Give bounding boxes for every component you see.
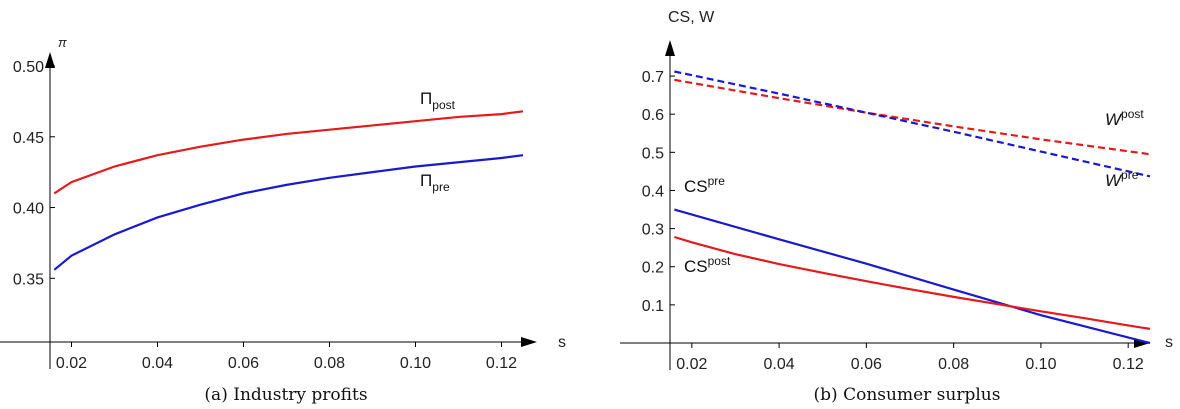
y-axis-arrow — [665, 40, 675, 56]
x-tick-label: 0.10 — [1025, 356, 1056, 373]
series-label-subscript: pre — [432, 180, 450, 194]
series-line — [674, 70, 1151, 178]
x-tick-label: 0.02 — [56, 355, 87, 372]
series-label: Πpre — [420, 171, 450, 194]
y-tick-label: 0.3 — [642, 222, 664, 239]
series-line — [674, 208, 1151, 345]
series-label-superscript: post — [708, 254, 731, 268]
y-tick-label: 0.7 — [642, 69, 664, 86]
series-label: CSpost — [684, 254, 731, 276]
y-tick-label: 0.45 — [13, 130, 44, 147]
x-tick-label: 0.06 — [228, 355, 259, 372]
y-tick-label: 0.50 — [13, 59, 44, 76]
y-axis-title: π — [58, 35, 67, 50]
series-label-subscript: post — [432, 98, 455, 112]
series-label: Wpost — [1105, 107, 1144, 129]
series-label: CSpre — [684, 174, 725, 196]
series-line — [674, 78, 1151, 156]
y-tick-label: 0.1 — [642, 298, 664, 315]
series-label-name: W — [1105, 110, 1123, 129]
y-axis-title: CS, W — [668, 9, 715, 26]
panel-industry-profits: 0.02 0.04 0.06 0.08 0.10 0.12 0.35 0.40 0.45 0.50… — [0, 35, 566, 405]
panel-caption: (a) Industry profits — [204, 385, 367, 405]
series-line — [674, 235, 1151, 330]
x-tick-label: 0.08 — [314, 355, 345, 372]
series-line — [53, 154, 524, 271]
series-label-superscript: pre — [1121, 168, 1139, 182]
y-tick-label: 0.5 — [642, 145, 664, 162]
series-label-superscript: pre — [708, 174, 726, 188]
x-tick-label: 0.02 — [676, 356, 707, 373]
series-label-name: W — [1105, 171, 1123, 190]
series-label-name: Π — [420, 89, 432, 108]
x-axis-arrow — [521, 337, 537, 347]
x-tick-label: 0.12 — [1113, 356, 1144, 373]
y-tick-label: 0.2 — [642, 260, 664, 277]
y-tick-label: 0.6 — [642, 107, 664, 124]
y-tick-label: 0.4 — [642, 183, 664, 200]
series-label: Πpost — [420, 89, 456, 112]
x-tick-label: 0.08 — [938, 356, 969, 373]
series-line — [53, 110, 524, 195]
y-tick-label: 0.35 — [13, 271, 44, 288]
series-label: Wpre — [1105, 168, 1139, 190]
x-tick-label: 0.12 — [486, 355, 517, 372]
x-axis-title: s — [1165, 334, 1173, 351]
panel-consumer-surplus: 0.02 0.04 0.06 0.08 0.10 0.12 0.1 0.2 0.3 0.4 0.5 0… — [620, 9, 1173, 405]
x-tick-label: 0.04 — [764, 356, 795, 373]
series-label-superscript: post — [1121, 107, 1144, 121]
y-axis-arrow — [45, 52, 55, 68]
series-label-name: CS — [684, 257, 708, 276]
x-tick-label: 0.10 — [400, 355, 431, 372]
x-tick-label: 0.04 — [142, 355, 173, 372]
y-tick-label: 0.40 — [13, 201, 44, 218]
panel-caption: (b) Consumer surplus — [814, 385, 1001, 405]
series-label-name: CS — [684, 177, 708, 196]
x-tick-label: 0.06 — [851, 356, 882, 373]
series-label-name: Π — [420, 171, 432, 190]
x-axis-title: s — [558, 334, 566, 351]
